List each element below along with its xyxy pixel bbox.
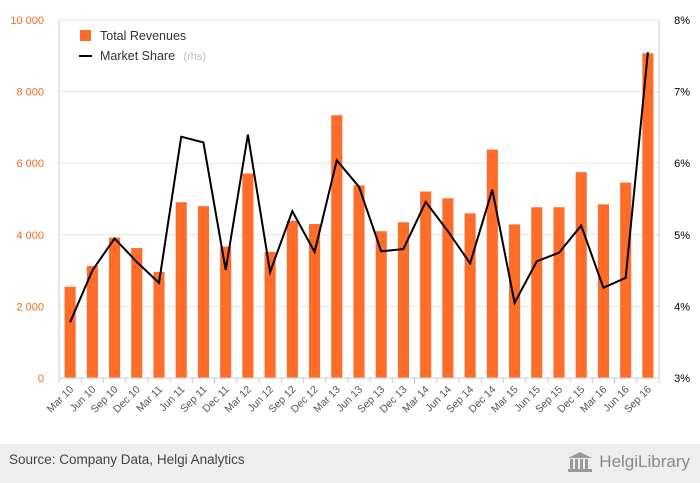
legend-label-market-share: Market Share (rhs) [100, 47, 206, 64]
left-tick-label-4: 8 000 [16, 87, 44, 99]
bar-8 [242, 173, 254, 378]
bar-10 [286, 220, 298, 378]
legend-market-share-name: Market Share [100, 49, 175, 63]
bar-2 [109, 237, 121, 378]
bar-25 [620, 182, 632, 378]
bar-18 [464, 213, 476, 378]
right-tick-label-2: 5% [674, 230, 690, 242]
left-tick-label-2: 4 000 [16, 230, 44, 242]
brand-logo: HelgiLibrary [567, 450, 690, 474]
axes [58, 20, 660, 383]
bar-22 [553, 207, 565, 378]
left-tick-label-1: 2 000 [16, 301, 44, 313]
bar-19 [486, 149, 498, 378]
right-tick-label-0: 3% [674, 373, 690, 385]
bar-16 [420, 191, 432, 378]
market-share-line [69, 52, 649, 323]
left-axis-ticks: 0 2 000 4 000 6 000 8 000 10 000 [10, 15, 44, 385]
right-tick-label-5: 8% [674, 15, 690, 27]
bar-3 [131, 248, 143, 378]
bar-11 [309, 224, 321, 378]
legend-label-total-revenues: Total Revenues [100, 29, 186, 43]
bar-0 [64, 286, 76, 378]
bar-15 [397, 222, 409, 378]
market-share-polyline [69, 52, 649, 323]
bar-26 [642, 53, 654, 378]
bar-1 [86, 265, 98, 378]
revenue-bars [64, 53, 654, 378]
revenue-market-share-chart: 0 2 000 4 000 6 000 8 000 10 000 3% 4% 5% 6% 7% 8%… [10, 15, 690, 416]
bar-24 [597, 204, 609, 378]
bar-21 [531, 207, 543, 378]
library-building-icon [568, 452, 593, 472]
right-axis-ticks: 3% 4% 5% 6% 7% 8% [674, 15, 690, 385]
left-tick-label-0: 0 [38, 373, 44, 385]
bar-4 [153, 272, 165, 378]
right-tick-label-3: 6% [674, 158, 690, 170]
brand-name: HelgiLibrary [599, 452, 690, 471]
legend-swatch-total-revenues [80, 30, 91, 41]
bar-12 [331, 115, 343, 378]
left-tick-label-3: 6 000 [16, 158, 44, 170]
bar-14 [375, 231, 387, 378]
footer: Source: Company Data, Helgi Analytics He… [0, 444, 700, 483]
right-tick-label-4: 7% [674, 87, 690, 99]
bar-13 [353, 185, 365, 378]
right-tick-label-1: 4% [674, 301, 690, 313]
left-tick-label-5: 10 000 [10, 15, 44, 27]
bar-5 [175, 202, 187, 378]
bar-9 [264, 251, 276, 378]
bar-7 [220, 246, 232, 378]
source-text: Source: Company Data, Helgi Analytics [9, 452, 245, 467]
legend: Total Revenues Market Share (rhs) [79, 29, 206, 64]
bar-23 [575, 172, 587, 378]
legend-rhs-note: (rhs) [183, 51, 206, 63]
bar-6 [197, 206, 209, 378]
bar-17 [442, 198, 454, 378]
